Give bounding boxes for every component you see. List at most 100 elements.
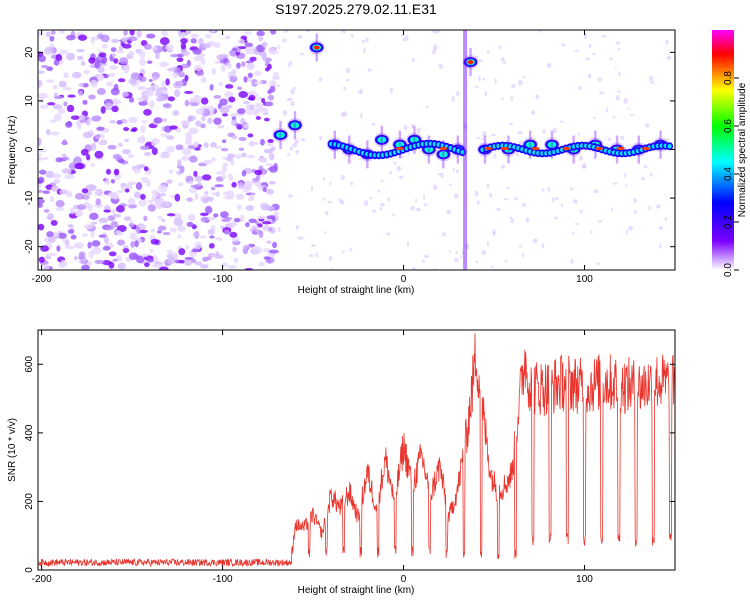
faint-speck <box>462 121 466 125</box>
faint-speck <box>502 60 507 64</box>
noise-blob <box>217 124 225 129</box>
noise-blob <box>269 226 276 234</box>
faint-speck <box>446 209 452 215</box>
noise-blob <box>49 35 55 42</box>
noise-blob <box>204 191 209 195</box>
noise-blob <box>233 257 239 263</box>
noise-blob <box>43 209 50 213</box>
track-hot <box>410 136 419 143</box>
faint-speck <box>579 155 583 162</box>
noise-blob <box>154 201 164 209</box>
noise-blob <box>254 70 262 76</box>
figure-title: S197.2025.279.02.11.E31 <box>275 1 437 17</box>
track-hot <box>424 146 434 153</box>
noise-blob <box>180 37 188 44</box>
noise-blob <box>174 193 181 202</box>
noise-blob <box>88 250 94 259</box>
faint-speck <box>287 61 290 68</box>
noise-blob <box>263 256 271 260</box>
snr-x-tick-label: 100 <box>576 574 593 585</box>
noise-blob <box>151 147 158 156</box>
faint-speck <box>539 30 543 33</box>
noise-blob <box>77 34 88 41</box>
faint-speck <box>478 76 481 82</box>
noise-blob <box>231 181 237 188</box>
noise-blob <box>67 229 75 234</box>
faint-speck <box>630 113 634 117</box>
faint-speck <box>582 162 587 169</box>
noise-blob <box>81 264 90 270</box>
noise-blob <box>268 47 276 54</box>
noise-blob <box>243 76 248 83</box>
faint-speck <box>489 192 493 198</box>
faint-speck <box>323 197 326 201</box>
noise-blob <box>43 51 53 55</box>
noise-blob <box>38 70 45 74</box>
faint-speck <box>649 81 655 84</box>
noise-blob <box>77 123 82 130</box>
faint-speck <box>476 200 480 205</box>
faint-speck <box>504 197 508 201</box>
noise-blob <box>110 221 119 228</box>
noise-blob <box>248 94 256 101</box>
colorbar-tick-label: 0.2 <box>723 215 734 229</box>
noise-blob <box>107 144 117 150</box>
faint-speck <box>276 84 281 88</box>
noise-blob <box>98 234 107 238</box>
noise-blob <box>148 78 153 83</box>
faint-speck <box>359 88 363 95</box>
track-peak <box>467 60 474 65</box>
noise-blob <box>222 139 227 144</box>
noise-blob <box>225 84 234 89</box>
noise-blob <box>231 70 237 78</box>
noise-blob <box>245 103 250 112</box>
noise-blob <box>263 107 269 114</box>
noise-blob <box>106 168 111 175</box>
faint-speck <box>609 57 613 61</box>
faint-speck <box>617 47 621 51</box>
spectrogram-x-tick-label: -100 <box>213 274 233 285</box>
faint-speck <box>282 109 288 116</box>
noise-blob <box>55 199 65 208</box>
noise-blob <box>122 247 130 254</box>
faint-speck <box>665 39 669 45</box>
noise-blob <box>214 184 224 188</box>
noise-blob <box>192 141 200 148</box>
faint-speck <box>481 137 484 141</box>
faint-speck <box>323 231 327 234</box>
faint-speck <box>496 207 501 212</box>
noise-blob <box>214 145 222 149</box>
noise-blob <box>178 248 186 256</box>
noise-blob <box>74 211 82 217</box>
noise-blob <box>207 252 216 258</box>
faint-speck <box>510 84 516 88</box>
noise-blob <box>241 152 247 158</box>
faint-speck <box>577 132 580 136</box>
noise-blob <box>269 152 275 161</box>
track-smear <box>550 130 554 159</box>
noise-blob <box>46 231 54 238</box>
noise-blob <box>121 91 129 97</box>
noise-blob <box>78 251 85 260</box>
noise-blob <box>201 174 212 181</box>
noise-blob <box>178 182 184 187</box>
colorbar-gradient <box>712 30 734 270</box>
faint-speck <box>531 110 536 115</box>
noise-blob <box>144 262 150 268</box>
noise-blob <box>127 197 136 206</box>
noise-blob <box>95 198 101 206</box>
faint-speck <box>525 217 530 224</box>
noise-blob <box>151 194 157 202</box>
faint-speck <box>612 182 618 185</box>
noise-blob <box>128 116 138 124</box>
noise-blob <box>244 180 254 186</box>
faint-speck <box>367 68 372 72</box>
faint-speck <box>606 107 609 113</box>
noise-blob <box>166 213 176 217</box>
noise-blob <box>176 57 184 63</box>
noise-blob <box>253 246 263 254</box>
snr-panel: -200 -100 0 100 0 200 400 600 Height of straig… <box>7 329 676 596</box>
track-smear <box>442 140 445 169</box>
noise-blob <box>211 157 216 162</box>
